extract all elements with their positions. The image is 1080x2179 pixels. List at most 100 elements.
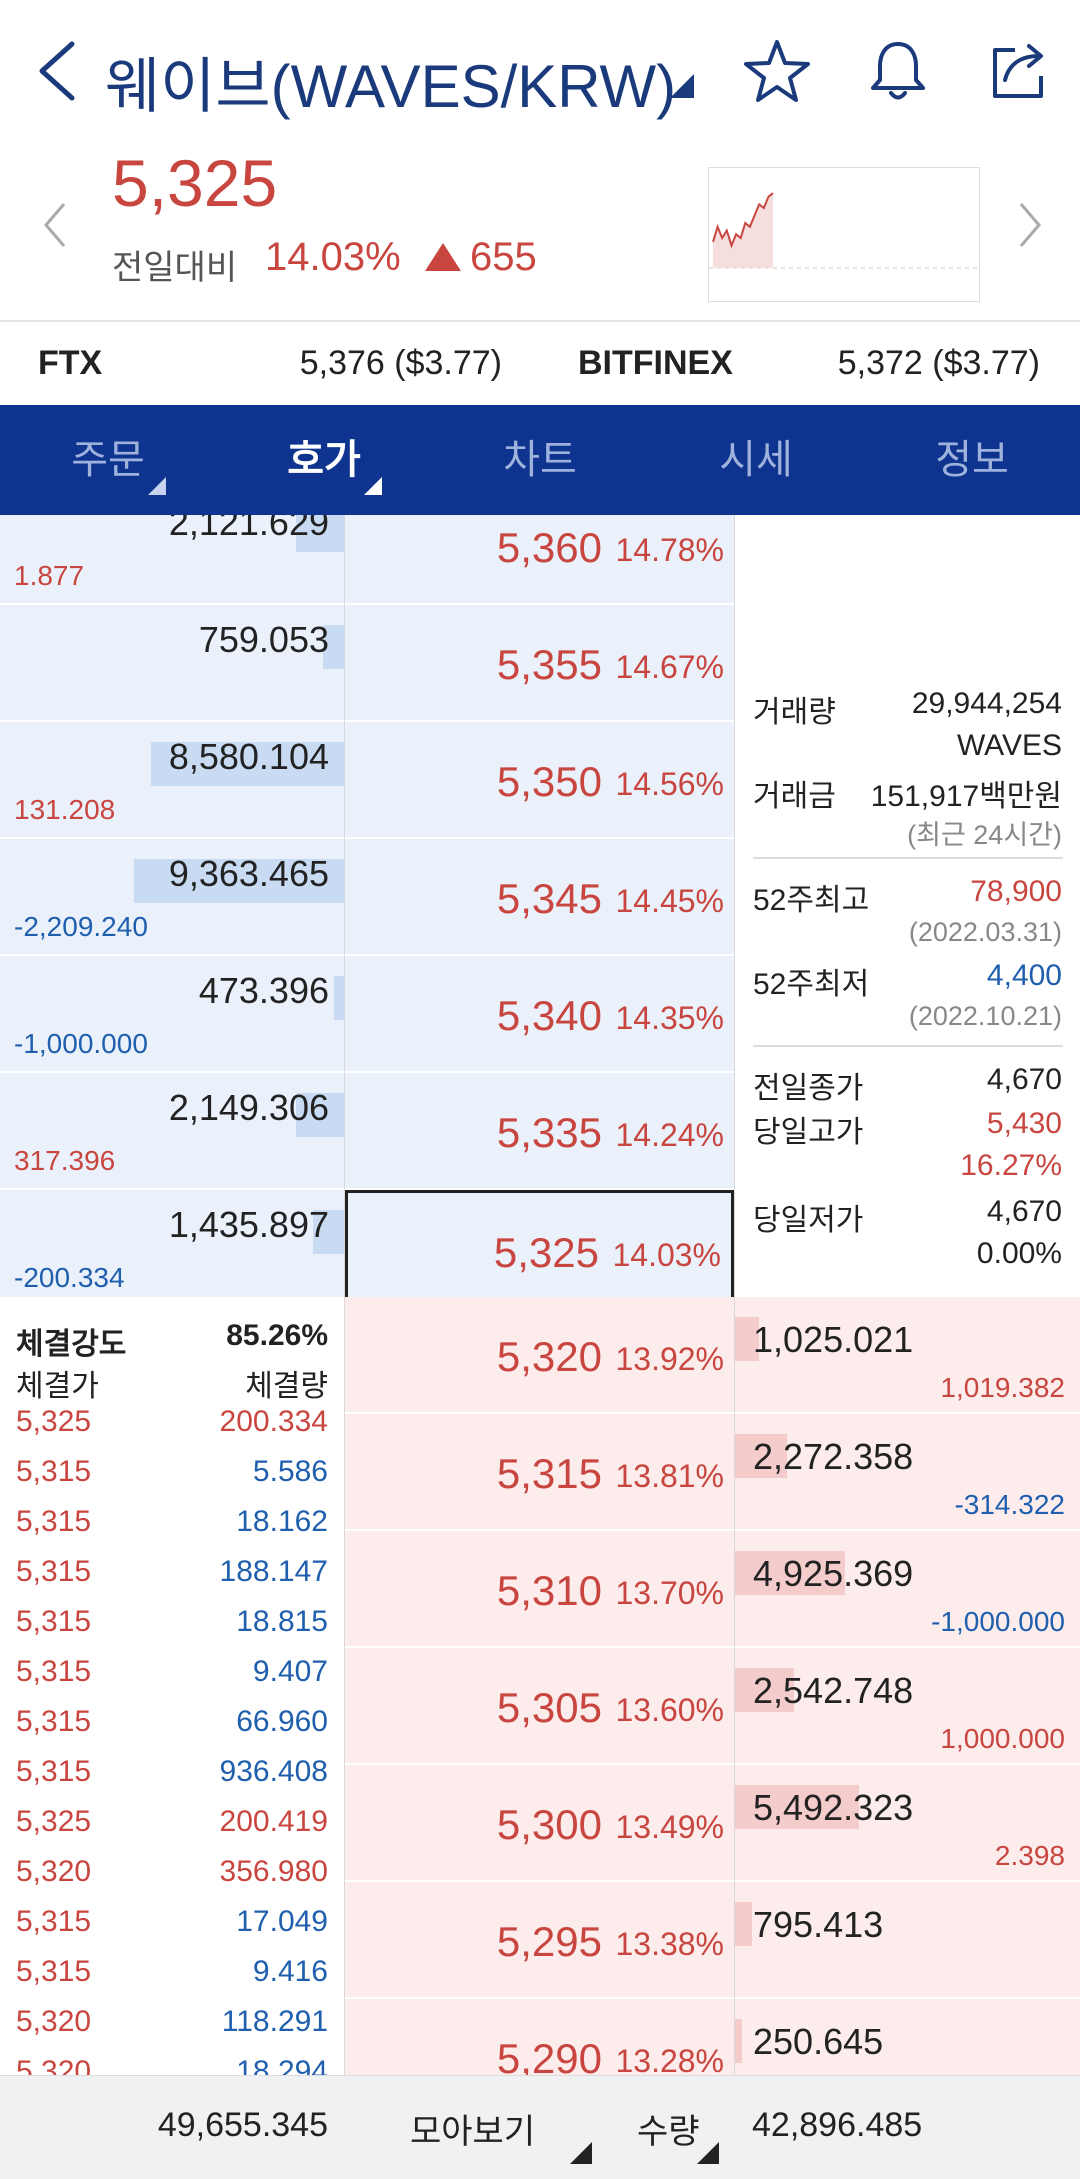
- trade-qty: 200.334: [219, 1405, 328, 1438]
- trade-qty: 356.980: [219, 1855, 328, 1888]
- trade-history: 체결강도 85.26% 체결가 체결량 5,325 200.334 5,315 5.5…: [0, 1297, 344, 2075]
- quantity-change: 1,000.000: [940, 1723, 1065, 1754]
- buy-row[interactable]: 795.413: [735, 1882, 1080, 1999]
- trade-row: 5,315 936.408: [0, 1755, 344, 1805]
- trade-qty: 17.049: [236, 1905, 328, 1938]
- buy-quantity: 795.413: [753, 1904, 884, 1945]
- price-row[interactable]: 5,360 14.78%: [345, 515, 734, 605]
- share-icon[interactable]: [985, 36, 1055, 106]
- trade-row: 5,315 5.586: [0, 1455, 344, 1505]
- volume-bar: [334, 976, 344, 1020]
- next-coin-icon[interactable]: [1015, 200, 1045, 250]
- strength-label: 체결강도: [16, 1328, 127, 1361]
- mini-chart[interactable]: [708, 167, 981, 302]
- sell-row[interactable]: 2,149.306 317.396: [0, 1073, 344, 1190]
- high52-date: (2022.03.31): [908, 917, 1062, 947]
- trade-qty-header: 체결량: [245, 1370, 328, 1403]
- buy-row[interactable]: 5,492.323 2.398: [735, 1765, 1080, 1882]
- volume-bar: [735, 1434, 787, 1478]
- tab-chart[interactable]: 차트: [432, 405, 648, 515]
- tab-dropdown-icon: [148, 477, 166, 495]
- trade-row: 5,315 9.407: [0, 1655, 344, 1705]
- prev-coin-icon[interactable]: [40, 200, 70, 250]
- sell-row[interactable]: 9,363.465 -2,209.240: [0, 839, 344, 956]
- price-row[interactable]: 5,310 13.70%: [345, 1531, 734, 1648]
- price-row[interactable]: 5,350 14.56%: [345, 722, 734, 839]
- order-percent: 13.60%: [615, 1692, 724, 1728]
- group-dropdown-icon: [570, 2142, 592, 2164]
- recent-note: (최근 24시간): [907, 820, 1062, 850]
- bell-icon[interactable]: [863, 36, 933, 106]
- order-price: 5,340: [496, 992, 602, 1039]
- buy-quantity-column: 1,025.021 1,019.382 2,272.358 -314.322 4,925…: [735, 1297, 1080, 2075]
- sell-quantity: 2,121.629: [168, 515, 329, 543]
- volume-bar: [735, 1668, 794, 1712]
- buy-row[interactable]: 2,272.358 -314.322: [735, 1414, 1080, 1531]
- sell-total: 49,655.345: [157, 2106, 328, 2144]
- price-row[interactable]: 5,345 14.45%: [345, 839, 734, 956]
- star-icon[interactable]: [742, 36, 812, 106]
- buy-row[interactable]: 4,925.369 -1,000.000: [735, 1531, 1080, 1648]
- trade-price-header: 체결가: [16, 1370, 99, 1403]
- group-view-button[interactable]: 모아보기: [410, 2113, 536, 2151]
- quantity-change: 1.877: [14, 560, 85, 591]
- tab-info[interactable]: 정보: [864, 405, 1080, 515]
- quantity-change: -2,209.240: [14, 911, 148, 942]
- price-row[interactable]: 5,340 14.35%: [345, 956, 734, 1073]
- back-arrow-icon[interactable]: [30, 36, 90, 106]
- price-row[interactable]: 5,315 13.81%: [345, 1414, 734, 1531]
- price-row[interactable]: 5,290 13.28%: [345, 1999, 734, 2075]
- tab-label: 시세: [719, 438, 793, 482]
- order-price: 5,360: [496, 524, 602, 571]
- quantity-change: -200.334: [14, 1262, 125, 1293]
- prev-close-value: 4,670: [986, 1063, 1062, 1096]
- order-percent: 14.67%: [615, 649, 724, 685]
- buy-quantity: 4,925.369: [753, 1553, 914, 1594]
- buy-quantity: 1,025.021: [753, 1319, 914, 1360]
- trade-price: 5,315: [16, 1755, 92, 1788]
- buy-quantity: 2,542.748: [753, 1670, 914, 1711]
- trade-price: 5,315: [16, 1555, 92, 1588]
- trade-price: 5,320: [16, 1855, 92, 1888]
- sell-quantity: 9,363.465: [168, 853, 329, 894]
- unit-toggle-button[interactable]: 수량: [637, 2113, 700, 2151]
- sell-row[interactable]: 473.396 -1,000.000: [0, 956, 344, 1073]
- day-low-pct: 0.00%: [976, 1237, 1062, 1270]
- sell-row[interactable]: 8,580.104 131.208: [0, 722, 344, 839]
- sparkline-line: [712, 192, 774, 249]
- price-row[interactable]: 5,320 13.92%: [345, 1297, 734, 1414]
- buy-row[interactable]: 250.645: [735, 1999, 1080, 2075]
- tab-orderbook[interactable]: 호가: [216, 405, 432, 515]
- tab-market[interactable]: 시세: [648, 405, 864, 515]
- divider: [753, 1045, 1063, 1047]
- amount-label: 거래금: [753, 780, 836, 813]
- price-row[interactable]: 5,335 14.24%: [345, 1073, 734, 1190]
- sell-row[interactable]: 759.053: [0, 605, 344, 722]
- price-row[interactable]: 5,300 13.49%: [345, 1765, 734, 1882]
- volume-bar: [735, 1551, 845, 1595]
- trade-qty: 200.419: [219, 1805, 328, 1838]
- price-row[interactable]: 5,355 14.67%: [345, 605, 734, 722]
- tab-label: 주문: [71, 438, 145, 482]
- price-row[interactable]: 5,305 13.60%: [345, 1648, 734, 1765]
- divider: [344, 515, 345, 2179]
- sell-row[interactable]: 1,435.897 -200.334: [0, 1190, 344, 1297]
- exchange-price: 5,376 ($3.77): [299, 344, 502, 382]
- tab-order[interactable]: 주문: [0, 405, 216, 515]
- price-row[interactable]: 5,295 13.38%: [345, 1882, 734, 1999]
- sell-quantity: 8,580.104: [168, 736, 329, 777]
- buy-quantity: 2,272.358: [753, 1436, 914, 1477]
- day-high-value: 5,430: [986, 1107, 1062, 1140]
- change-amount: 655: [470, 235, 537, 279]
- title-dropdown-icon[interactable]: [670, 74, 694, 98]
- order-price: 5,300: [496, 1801, 602, 1848]
- trade-price: 5,315: [16, 1955, 92, 1988]
- price-row[interactable]: 5,325 14.03%: [345, 1190, 734, 1307]
- sell-row[interactable]: 2,121.629 1.877: [0, 515, 344, 605]
- buy-row[interactable]: 1,025.021 1,019.382: [735, 1297, 1080, 1414]
- page-title[interactable]: 웨이브(WAVES/KRW): [105, 53, 677, 120]
- current-price: 5,325: [112, 146, 278, 220]
- buy-row[interactable]: 2,542.748 1,000.000: [735, 1648, 1080, 1765]
- info-panel: 거래량 29,944,254 WAVES 거래금 151,917백만원 (최근 …: [735, 515, 1080, 1297]
- trade-row: 5,315 17.049: [0, 1905, 344, 1955]
